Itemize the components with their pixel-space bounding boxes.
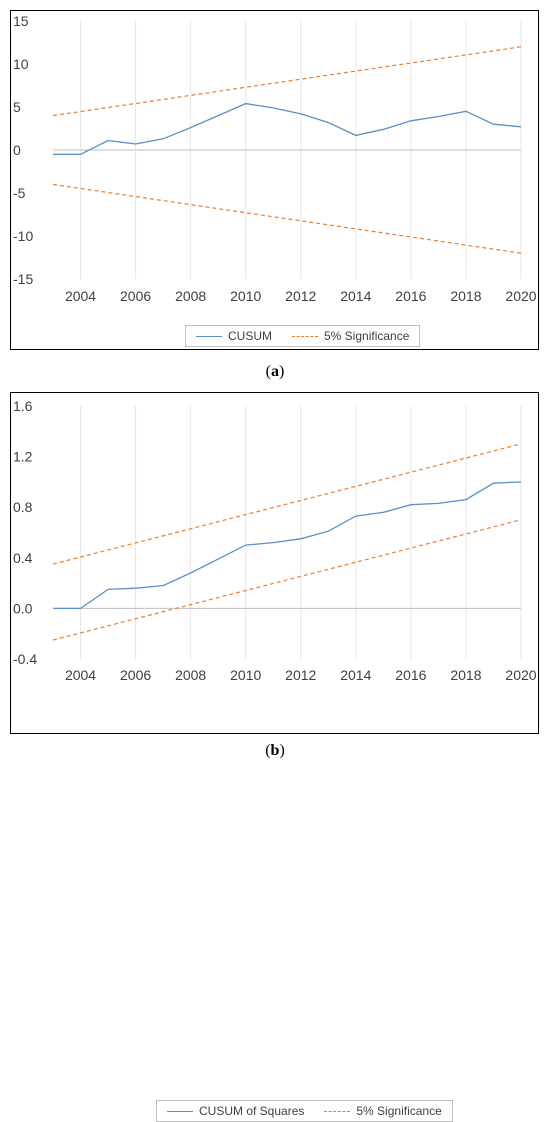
y-tick-label: 0.8 — [13, 499, 33, 515]
x-tick-label: 2008 — [175, 667, 206, 683]
y-tick-label: -5 — [13, 185, 26, 201]
cusum-chart-panel: 2004 2006 2008 2010 2012 2014 2016 2018 2020 15 10… — [10, 10, 539, 350]
x-tick-label: 2010 — [230, 288, 261, 304]
y-tick-label: 5 — [13, 99, 21, 115]
x-tick-label: 2004 — [65, 288, 96, 304]
y-tick-label: 10 — [13, 56, 29, 72]
y-tick-label: 0.0 — [13, 600, 33, 616]
y-tick-label: 0.4 — [13, 550, 33, 566]
legend-item-cusum-squares: CUSUM of Squares — [167, 1104, 304, 1118]
x-tick-label: 2018 — [450, 667, 481, 683]
legend-item-cusum: CUSUM — [196, 329, 272, 343]
cusum-series-line — [53, 102, 522, 155]
y-tick-label: 0 — [13, 142, 21, 158]
significance-bound-line — [52, 46, 522, 117]
legend-label-significance: 5% Significance — [356, 1104, 442, 1118]
legend-label-cusum: CUSUM — [228, 329, 272, 343]
legend-item-significance: 5% Significance — [292, 329, 409, 343]
significance-bound-line — [52, 519, 522, 641]
y-tick-label: 1.2 — [13, 449, 33, 465]
cusum-series-line — [53, 481, 522, 610]
x-tick-label: 2004 — [65, 667, 96, 683]
x-tick-label: 2006 — [120, 288, 151, 304]
x-tick-label: 2016 — [395, 667, 426, 683]
x-tick-label: 2010 — [230, 667, 261, 683]
y-tick-label: 1.6 — [13, 398, 33, 414]
legend-label-cusum-squares: CUSUM of Squares — [199, 1104, 305, 1118]
x-tick-label: 2006 — [120, 667, 151, 683]
x-tick-label: 2020 — [505, 288, 536, 304]
legend-swatch-cusum — [196, 335, 222, 337]
chart-legend: CUSUM of Squares 5% Significance — [156, 1100, 453, 1122]
figure-caption-b: (b) — [265, 742, 285, 759]
y-tick-label: -10 — [13, 228, 33, 244]
x-tick-label: 2012 — [285, 667, 316, 683]
x-tick-label: 2012 — [285, 288, 316, 304]
significance-bound-line — [52, 183, 522, 254]
y-tick-label: -15 — [13, 271, 33, 287]
legend-swatch-significance — [292, 335, 318, 337]
x-tick-label: 2014 — [340, 288, 371, 304]
y-tick-label: -0.4 — [13, 651, 37, 667]
x-tick-label: 2014 — [340, 667, 371, 683]
legend-label-significance: 5% Significance — [324, 329, 410, 343]
legend-item-significance: 5% Significance — [324, 1104, 442, 1118]
cusum-squares-chart: 2004 2006 2008 2010 2012 2014 2016 2018 2020 1.6 1… — [13, 398, 537, 683]
figure-caption-a: (a) — [265, 363, 285, 380]
significance-bound-line — [52, 443, 522, 565]
legend-swatch-significance — [324, 1110, 351, 1112]
x-tick-label: 2020 — [505, 667, 536, 683]
x-tick-label: 2008 — [175, 288, 206, 304]
cusum-squares-chart-panel: 2004 2006 2008 2010 2012 2014 2016 2018 2020 1.6 1… — [10, 392, 539, 1122]
y-tick-label: 15 — [13, 13, 29, 29]
legend-swatch-cusum-squares — [167, 1110, 193, 1112]
cusum-chart: 2004 2006 2008 2010 2012 2014 2016 2018 2020 15 10… — [13, 13, 537, 304]
chart-legend: CUSUM 5% Significance — [185, 325, 421, 347]
x-tick-label: 2016 — [395, 288, 426, 304]
x-tick-label: 2018 — [450, 288, 481, 304]
